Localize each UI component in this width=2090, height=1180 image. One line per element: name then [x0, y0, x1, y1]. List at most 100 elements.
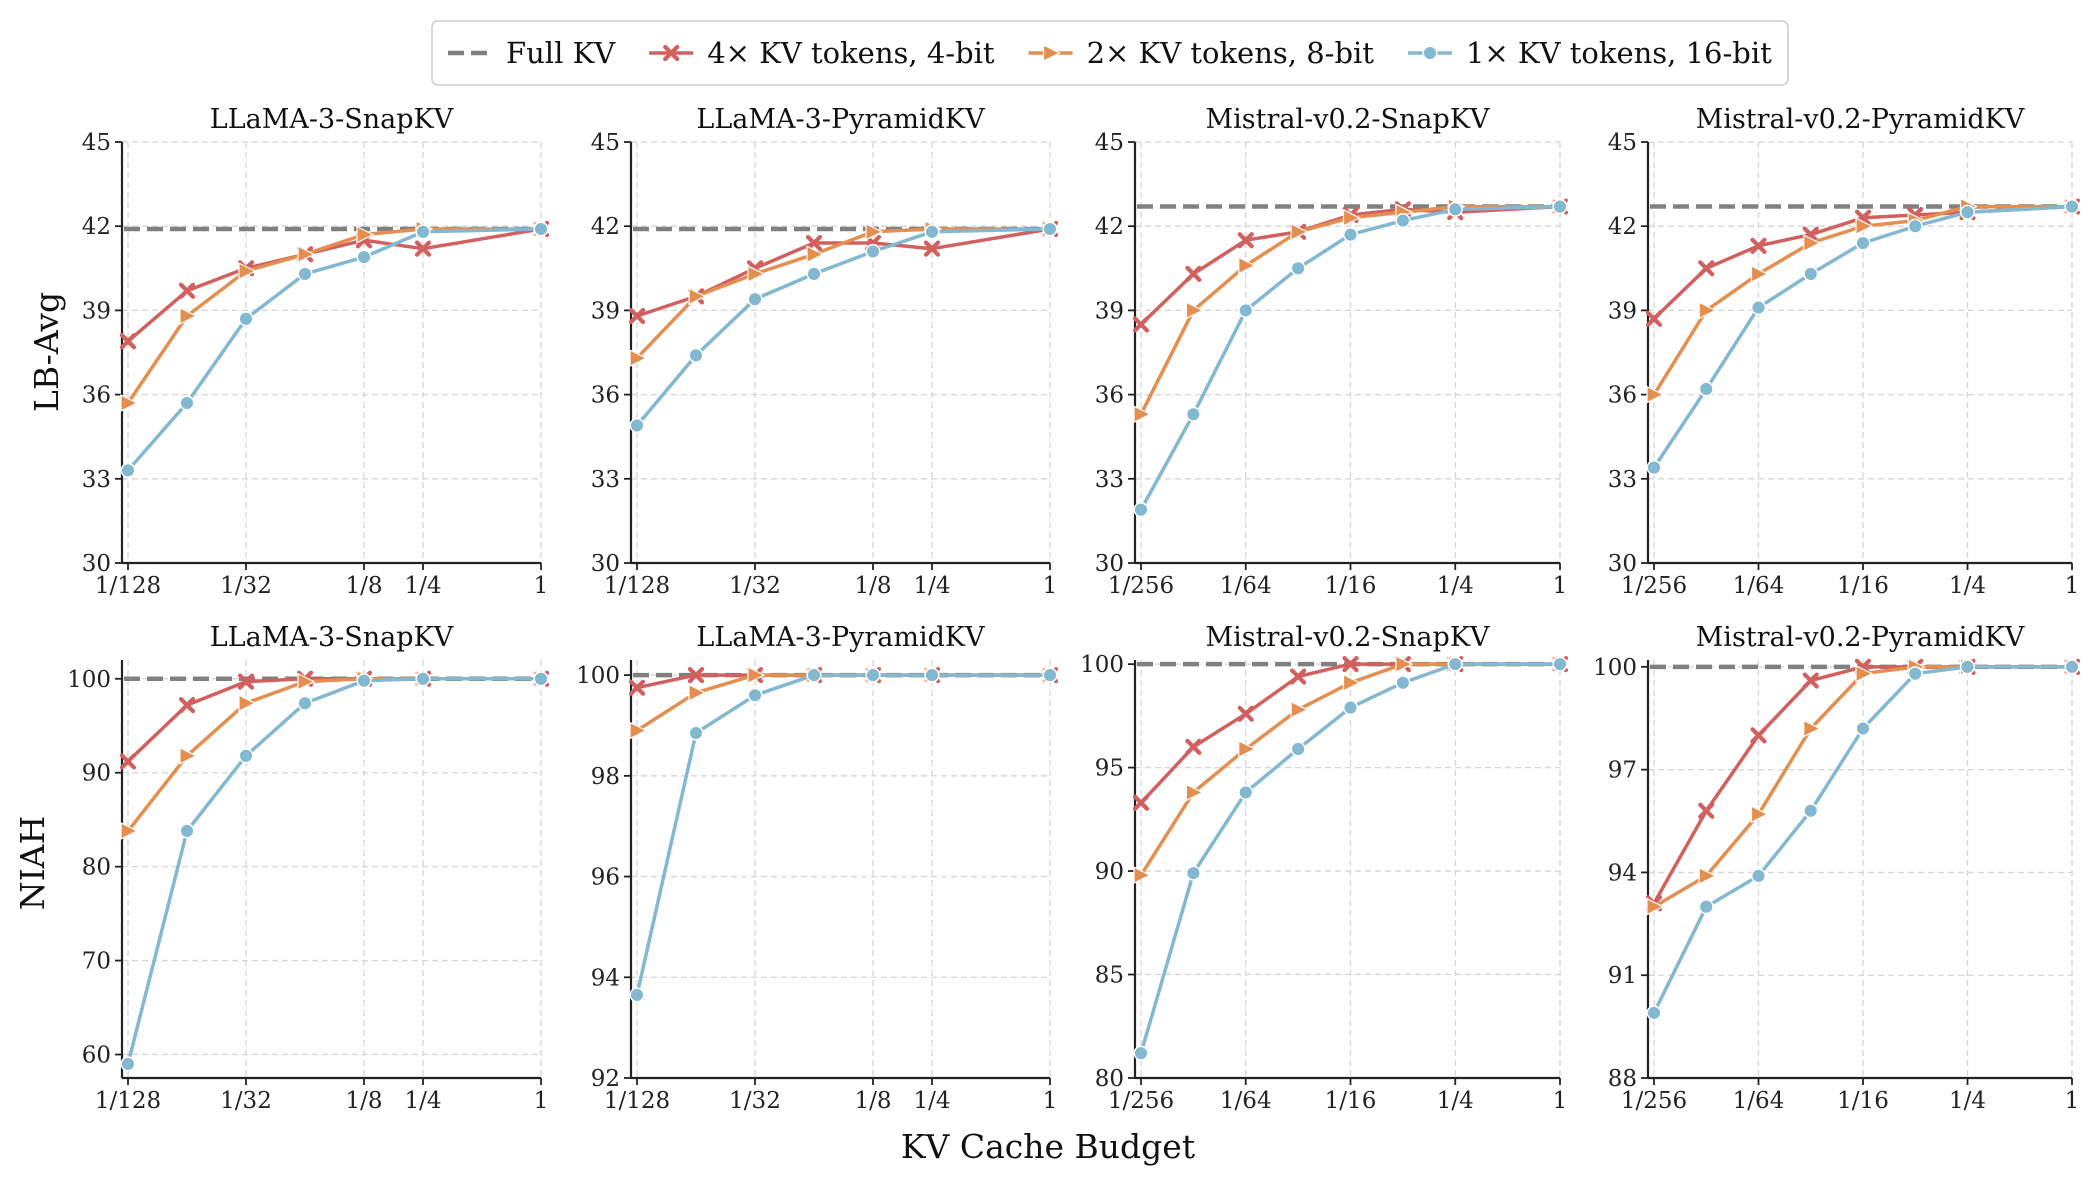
data-point: [356, 225, 375, 244]
y-tick-label: 42: [1095, 214, 1124, 240]
data-point: [1290, 668, 1307, 685]
y-tick-label: 97: [1608, 758, 1637, 784]
data-point: [238, 748, 254, 764]
data-point: [865, 667, 881, 683]
data-point: [1238, 784, 1254, 800]
y-tick-label: 94: [591, 965, 620, 991]
panel-niah-llama-3-snapkv: 60 70 80 90 100 1/128 1/32 1/8 1/4 1 LLaMA-3-SnapK…: [67, 622, 552, 1114]
x-tick-label: 1/4: [1437, 573, 1474, 599]
data-point: [1395, 213, 1411, 229]
y-tick-label: 42: [591, 214, 620, 240]
x-tick-label: 1/256: [1108, 1088, 1174, 1114]
y-tick-label: 88: [1608, 1066, 1637, 1092]
data-point: [629, 721, 648, 740]
y-tick-label: 45: [1608, 130, 1637, 156]
panel-niah-mistral-v0-2-pyramidkv: 88 91 94 97 100 1/256 1/64 1/16 1/4 1 Mistral-v0.2…: [1593, 622, 2083, 1114]
data-point: [1959, 659, 1976, 675]
panel-lb-avg-mistral-v0-2-snapkv: 30 33 36 39 42 45 1/256 1/64 1/16 1/4 1 Mistral-v0.…: [1095, 104, 1571, 599]
x-tick-label: 1: [1043, 1088, 1058, 1114]
legend-label: Full KV: [506, 36, 616, 70]
series-2x-kv-tokens-8-bit: [629, 220, 1061, 368]
panel-niah-llama-3-pyramidkv: 92 94 96 98 100 1/128 1/32 1/8 1/4 1 LLaMA-3-Pyram…: [576, 622, 1061, 1114]
data-point: [1855, 217, 1874, 236]
y-tick-label: 100: [67, 667, 111, 693]
data-point: [1803, 719, 1822, 738]
data-point: [747, 687, 763, 703]
data-point: [1646, 460, 1662, 476]
data-point: [1803, 234, 1822, 253]
y-tick-label: 100: [576, 663, 620, 689]
y-tick-label: 30: [1608, 551, 1637, 577]
data-point: [1750, 237, 1767, 254]
data-point: [120, 462, 136, 478]
x-tick-label: 1/256: [1621, 573, 1687, 599]
data-point: [238, 694, 257, 713]
data-point: [1803, 266, 1819, 282]
x-tick-label: 1: [2065, 1088, 2080, 1114]
data-point: [1646, 897, 1665, 916]
data-point: [238, 262, 257, 281]
panel-title: LLaMA-3-SnapKV: [210, 104, 454, 135]
data-point: [747, 264, 766, 283]
data-point: [1042, 221, 1058, 237]
data-point: [2064, 659, 2080, 675]
y-tick-label: 30: [82, 551, 111, 577]
y-tick-label: 95: [1095, 756, 1124, 782]
series-1x-kv-tokens-16-bit: [1133, 199, 1568, 518]
x-tick-label: 1: [534, 1088, 549, 1114]
series-1x-kv-tokens-16-bit: [629, 221, 1058, 434]
panel-niah-mistral-v0-2-snapkv: 80 85 90 95 100 1/256 1/64 1/16 1/4 1 Mistral-v0.2…: [1080, 622, 1571, 1114]
x-tick-label: 1: [1553, 573, 1568, 599]
data-point: [1907, 218, 1923, 234]
y-tick-label: 96: [591, 865, 620, 891]
data-point: [120, 821, 139, 840]
series-4x-kv-tokens-4-bit: [1645, 198, 2081, 327]
data-point: [1185, 865, 1201, 881]
data-point: [1750, 264, 1769, 283]
panel-title: Mistral-v0.2-SnapKV: [1205, 104, 1490, 135]
data-point: [178, 282, 196, 299]
data-point: [747, 291, 763, 307]
data-point: [533, 221, 549, 237]
y-tick-label: 91: [1608, 963, 1637, 989]
series-2x-kv-tokens-8-bit: [1646, 197, 2083, 404]
x-tick-label: 1/4: [1949, 1088, 1986, 1114]
data-point: [1698, 260, 1715, 277]
data-point: [1133, 1045, 1149, 1061]
data-point: [1395, 655, 1414, 674]
data-point: [297, 266, 313, 282]
data-point: [1802, 672, 1819, 689]
data-point: [1185, 301, 1204, 320]
data-point: [415, 224, 431, 240]
data-point: [1855, 720, 1871, 737]
x-tick-label: 1/8: [854, 573, 891, 599]
series-4x-kv-tokens-4-bit: [119, 220, 550, 350]
x-tick-label: 1/64: [1733, 573, 1785, 599]
data-point: [865, 222, 884, 241]
panel-title: LLaMA-3-PyramidKV: [696, 622, 985, 653]
data-point: [806, 245, 825, 264]
data-point: [1132, 794, 1150, 811]
y-tick-label: 36: [1095, 383, 1124, 409]
data-point: [2064, 199, 2080, 215]
data-point: [1907, 666, 1923, 682]
data-point: [1185, 265, 1202, 283]
series-1x-kv-tokens-16-bit: [120, 221, 549, 478]
x-tick-label: 1/256: [1621, 1088, 1687, 1114]
x-tick-label: 1: [1553, 1088, 1568, 1114]
y-tick-label: 45: [1095, 130, 1124, 156]
series-1x-kv-tokens-16-bit: [1133, 656, 1568, 1061]
legend-marker-circle: [1422, 45, 1438, 61]
y-tick-label: 45: [82, 130, 111, 156]
data-point: [1238, 256, 1257, 275]
data-point: [120, 394, 139, 412]
series-line: [1652, 204, 2073, 321]
series-line: [1652, 204, 2072, 396]
data-point: [688, 287, 707, 306]
x-tick-label: 1/8: [345, 1088, 382, 1114]
series-line: [126, 227, 542, 472]
data-point: [924, 667, 940, 683]
series-line: [1139, 662, 1560, 877]
data-point: [1645, 310, 1663, 327]
